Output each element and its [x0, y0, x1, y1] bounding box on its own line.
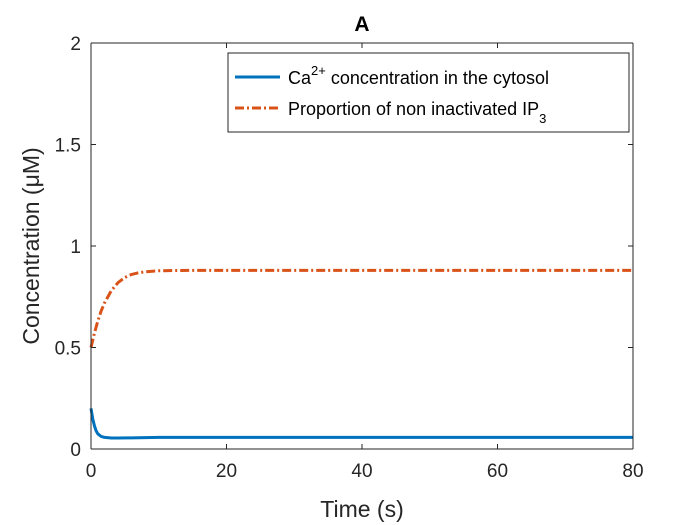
x-tick-label: 40	[351, 461, 372, 482]
x-tick-label: 60	[487, 461, 508, 482]
y-tick-label: 0	[70, 440, 81, 461]
x-tick-label: 20	[216, 461, 237, 482]
x-axis-title: Time (s)	[320, 496, 403, 522]
legend-label-ca-base: Ca	[288, 68, 312, 88]
legend-label-ip3-base: Proportion of non inactivated IP	[288, 99, 539, 119]
series-line-ip3	[89, 268, 633, 348]
x-tick-label: 0	[86, 461, 97, 482]
y-axis-title: Concentration (μM)	[18, 147, 44, 344]
legend-label-ip3: Proportion of non inactivated IP3	[288, 99, 546, 126]
legend: Ca2+ concentration in the cytosol Propor…	[227, 52, 630, 133]
series-layer	[89, 268, 633, 440]
legend-label-ca-rest: concentration in the cytosol	[326, 68, 549, 88]
y-tick-label: 1	[70, 237, 81, 258]
legend-label-ca: Ca2+ concentration in the cytosol	[288, 63, 549, 88]
legend-label-ip3-sub: 3	[539, 111, 546, 126]
y-tick-label: 0.5	[55, 339, 81, 360]
chart-title: A	[354, 13, 369, 36]
series-line-ca	[89, 408, 633, 440]
ticks-layer: 0 20 40 60 80 0 0.5 1 1.5 2	[55, 34, 644, 482]
legend-label-ca-sup: 2+	[311, 63, 326, 78]
x-tick-label: 80	[622, 461, 643, 482]
legend-box	[227, 52, 630, 133]
y-tick-label: 2	[70, 34, 81, 55]
y-tick-label: 1.5	[55, 136, 81, 157]
